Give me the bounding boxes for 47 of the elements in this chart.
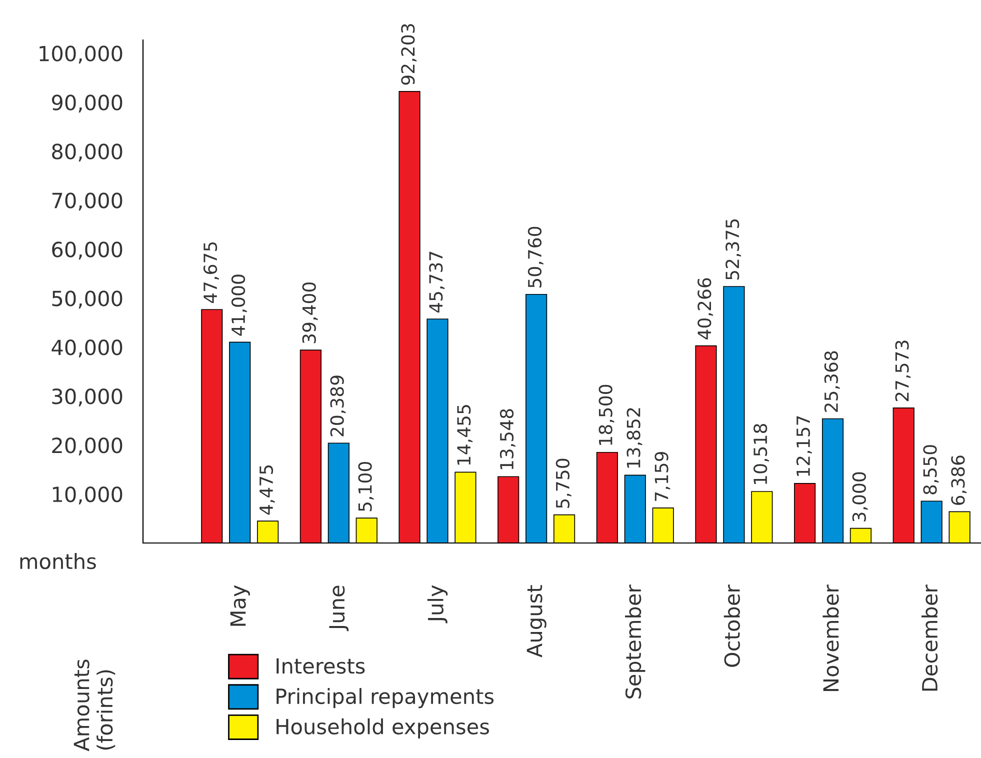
y-tick-label: 100,000: [40, 46, 122, 64]
data-label: 12,157: [796, 416, 812, 476]
data-label: 5,750: [556, 458, 572, 508]
x-tick-label: August: [526, 585, 546, 658]
data-label: 5,100: [358, 462, 374, 512]
x-tick-label: May: [230, 585, 250, 626]
x-tick-label: December: [922, 584, 938, 691]
data-label: 39,400: [302, 282, 318, 344]
data-label: 4,475: [260, 465, 275, 515]
legend-label: Interests: [276, 658, 365, 674]
data-label: 6,386: [951, 456, 967, 505]
data-label: 25,368: [824, 351, 840, 412]
data-label: 52,375: [726, 219, 742, 280]
y-tick-label: 60,000: [52, 242, 122, 260]
x-tick-label: September: [625, 584, 646, 698]
data-label: 18,500: [598, 384, 614, 445]
legend-label: Household expenses: [276, 718, 489, 738]
data-label: 27,573: [895, 340, 911, 402]
legend-label: Principal repayments: [276, 688, 494, 708]
y-tick-label: 40,000: [52, 340, 122, 358]
data-label: 92,203: [401, 24, 417, 85]
data-label: 47,675: [203, 242, 219, 304]
x-tick-label: October: [724, 584, 740, 667]
y-tick-label: 90,000: [52, 94, 122, 113]
y-tick-label: 80,000: [52, 144, 122, 162]
x-tick-label: July: [427, 585, 448, 624]
data-label: 41,000: [231, 274, 247, 336]
data-label: 10,518: [753, 424, 769, 484]
y-tick-label: 50,000: [52, 290, 122, 308]
data-label: 50,760: [528, 226, 544, 288]
y-tick-label: 20,000: [52, 438, 122, 456]
data-label: 40,266: [698, 278, 714, 340]
y-tick-label: 70,000: [52, 192, 122, 210]
data-label: 45,737: [429, 252, 445, 313]
data-label: 13,852: [626, 408, 642, 468]
data-label: 14,455: [457, 405, 473, 465]
y-tick-label: 30,000: [52, 388, 122, 406]
data-label: 3,000: [852, 472, 868, 522]
x-tick-label: November: [822, 584, 839, 692]
data-label: 7,159: [654, 452, 670, 501]
x-tick-label: June: [329, 586, 349, 632]
data-label: 20,389: [330, 376, 346, 436]
y-axis-title: Amounts (forints): [74, 660, 116, 752]
y-tick-label: 10,000: [52, 486, 122, 504]
x-axis-title: months: [20, 553, 96, 570]
data-label: 13,548: [500, 409, 516, 470]
data-label: 8,550: [923, 445, 939, 494]
